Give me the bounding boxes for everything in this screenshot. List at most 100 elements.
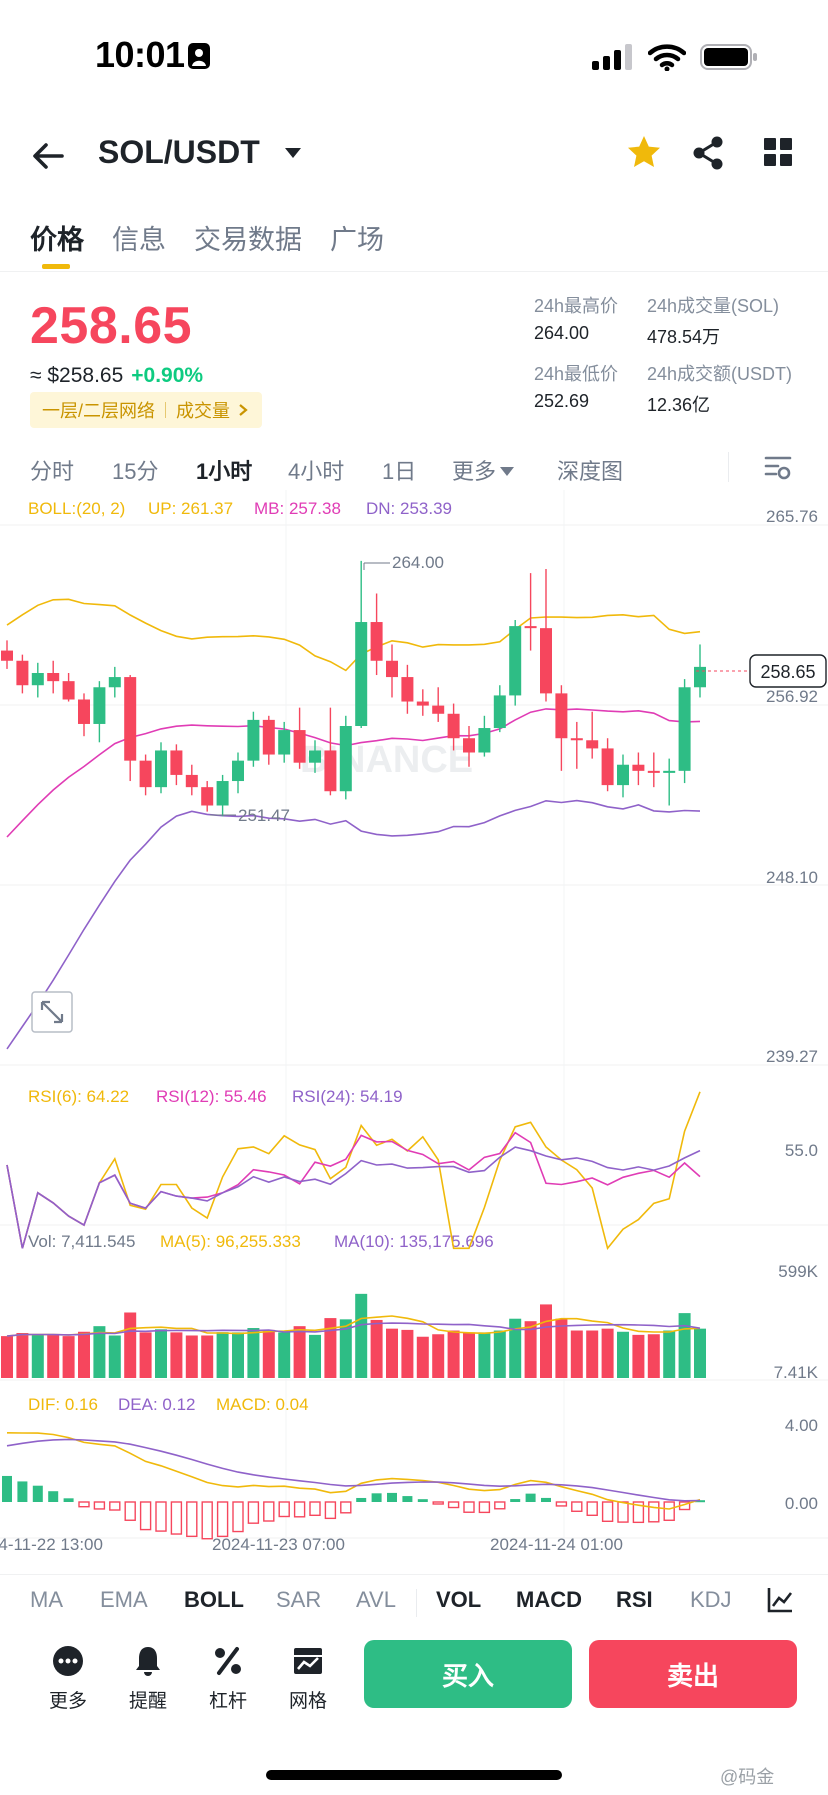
- pair-dropdown-caret-icon[interactable]: [285, 148, 301, 158]
- macd-histogram-bar: [139, 1501, 152, 1531]
- price-change: +0.90%: [131, 364, 204, 387]
- volume-bar: [185, 1335, 198, 1378]
- macd-histogram-bar: [494, 1501, 506, 1510]
- pair-title[interactable]: SOL/USDT: [98, 134, 260, 170]
- indicator-ema[interactable]: EMA: [100, 1587, 148, 1612]
- last-price: 258.65: [30, 297, 193, 355]
- alert-button[interactable]: 提醒: [112, 1644, 184, 1713]
- id-card-icon: [188, 43, 210, 69]
- candle-body: [309, 750, 321, 763]
- indicator-boll[interactable]: BOLL: [184, 1587, 244, 1612]
- tab-info[interactable]: 信息: [112, 225, 166, 255]
- category-badge[interactable]: 一层/二层网络 成交量: [30, 392, 263, 428]
- rsi-axis-label: 55.0: [785, 1141, 818, 1160]
- volume-bar: [432, 1334, 445, 1378]
- macd-axis-label-top: 4.00: [785, 1416, 818, 1435]
- time-label-3: 2024-11-24 01:00: [490, 1535, 623, 1550]
- candle-body: [509, 626, 522, 696]
- candle-body: [216, 781, 229, 806]
- macd-histogram-bar: [340, 1501, 352, 1514]
- volume-bar: [247, 1328, 260, 1378]
- share-icon[interactable]: [692, 136, 724, 170]
- volume-bar: [401, 1329, 414, 1378]
- candle-body: [478, 728, 491, 753]
- stat-low-value: 252.69: [534, 391, 590, 411]
- more-label: 更多: [48, 1691, 87, 1712]
- price-axis-label-4: 239.27: [766, 1047, 818, 1066]
- last-price-tag: [749, 654, 827, 688]
- volume-bar: [31, 1334, 44, 1378]
- sell-button[interactable]: 卖出: [589, 1640, 797, 1708]
- volume-bar: [339, 1319, 352, 1378]
- leverage-button[interactable]: 杠杆: [192, 1644, 264, 1713]
- tab-square[interactable]: 广场: [330, 225, 384, 255]
- macd-histogram-bar: [417, 1499, 428, 1502]
- candle-body: [570, 738, 583, 741]
- interval-line[interactable]: 分时: [30, 459, 75, 484]
- boll-legend-dn: DN: 253.39: [366, 499, 452, 518]
- buy-button[interactable]: 买入: [364, 1640, 572, 1708]
- macd-histogram-bar: [155, 1501, 167, 1532]
- volume-bar: [324, 1318, 337, 1378]
- macd-dif-line: [6, 1432, 701, 1510]
- volume-ma5-line: [6, 1315, 701, 1337]
- alert-label: 提醒: [128, 1691, 167, 1712]
- indicator-avl[interactable]: AVL: [356, 1587, 396, 1612]
- interval-4h[interactable]: 4小时: [288, 459, 345, 484]
- tab-price[interactable]: 价格: [30, 225, 84, 255]
- candle-body: [555, 693, 568, 739]
- candle-body: [617, 764, 629, 786]
- candle-body: [647, 770, 660, 773]
- indicator-kdj[interactable]: KDJ: [690, 1587, 732, 1612]
- macd-histogram-bar: [278, 1501, 290, 1518]
- boll-legend-params: BOLL:(20, 2): [28, 499, 125, 518]
- volume-bar: [93, 1326, 106, 1378]
- favorite-star-icon[interactable]: [626, 134, 662, 170]
- grid-trading-button[interactable]: 网格: [272, 1644, 344, 1713]
- candle-body: [201, 787, 214, 806]
- candle-body: [124, 677, 137, 761]
- candle-body: [47, 672, 60, 682]
- layout-grid-icon[interactable]: [764, 138, 792, 166]
- candle-body: [31, 672, 44, 686]
- wifi-icon: [648, 44, 686, 71]
- interval-1d[interactable]: 1日: [382, 459, 417, 484]
- rsi-line: [6, 1131, 701, 1249]
- kline-chart[interactable]: BINANCE 264.00 251.47 258.65 BOLL:(20, 2…: [0, 490, 828, 1550]
- candle-body: [493, 695, 506, 729]
- interval-1h[interactable]: 1小时: [196, 459, 253, 484]
- tab-trading-data[interactable]: 交易数据: [194, 225, 302, 255]
- indicator-ma[interactable]: MA: [30, 1587, 63, 1612]
- macd-histogram-bar: [356, 1497, 367, 1502]
- volume-bar: [47, 1334, 60, 1378]
- volume-bar: [78, 1331, 90, 1378]
- chart-settings-icon[interactable]: [764, 454, 792, 482]
- volume-bar: [216, 1332, 229, 1378]
- interval-depth[interactable]: 深度图: [557, 459, 624, 484]
- stat-vol-sol-label: 24h成交量(SOL): [647, 296, 780, 316]
- interval-15m[interactable]: 15分: [112, 459, 159, 484]
- macd-histogram-bar: [2, 1475, 12, 1502]
- candle-body: [401, 677, 414, 702]
- macd-histogram-bar: [232, 1501, 244, 1533]
- candle-body: [463, 738, 475, 753]
- macd-histogram-bar: [648, 1501, 660, 1523]
- macd-histogram-bar: [109, 1501, 121, 1511]
- interval-more[interactable]: 更多: [452, 454, 515, 486]
- indicator-rsi[interactable]: RSI: [616, 1587, 653, 1612]
- bollinger-bands: [6, 598, 701, 1050]
- indicator-macd[interactable]: MACD: [516, 1587, 582, 1612]
- back-arrow-icon[interactable]: [30, 138, 66, 174]
- candle-body: [278, 730, 291, 755]
- expand-chart-button[interactable]: [31, 991, 73, 1033]
- rsi-line: [6, 1146, 701, 1249]
- indicator-settings-icon[interactable]: [765, 1585, 795, 1615]
- volume-bar: [632, 1334, 645, 1378]
- more-button[interactable]: 更多: [32, 1644, 104, 1713]
- macd-histogram-bar: [447, 1501, 460, 1509]
- volume-bar: [355, 1293, 368, 1378]
- indicator-vol[interactable]: VOL: [436, 1587, 482, 1612]
- volume-bar: [478, 1332, 491, 1378]
- indicator-sar[interactable]: SAR: [276, 1587, 322, 1612]
- volume-bar: [555, 1318, 568, 1378]
